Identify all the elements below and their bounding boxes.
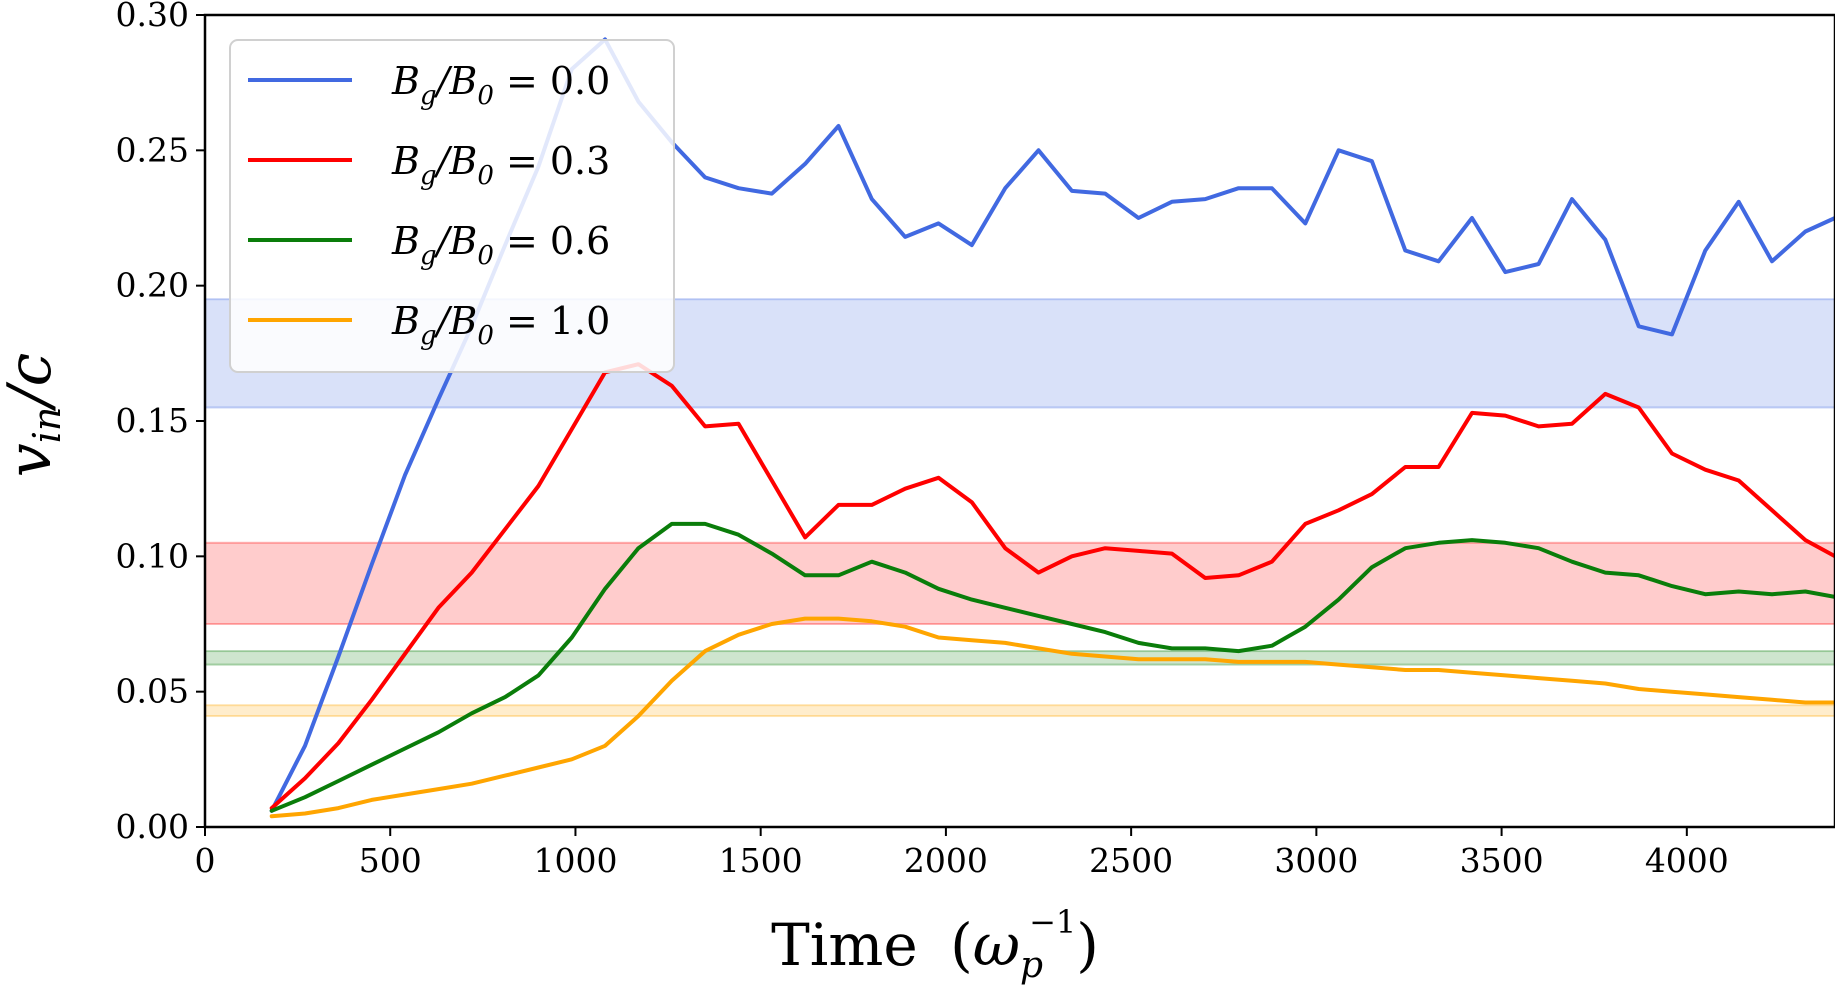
y-tick-label: 0.05	[116, 672, 189, 711]
x-tick-label: 1500	[719, 841, 803, 880]
y-axis-label-sub: in	[25, 407, 69, 444]
y-tick-label: 0.20	[116, 266, 189, 305]
band-2	[204, 650, 1835, 666]
x-axis-label-sup: −1	[1029, 903, 1076, 941]
y-tick-label: 0.10	[116, 536, 189, 575]
x-axis-label-omega: ω	[973, 911, 1020, 979]
x-axis-label-open: (	[950, 911, 973, 979]
x-tick-label: 2500	[1089, 841, 1173, 880]
x-tick-label: 3500	[1460, 841, 1544, 880]
legend-label-3: Bg/B0 = 1.0	[391, 299, 610, 351]
x-tick-label: 3000	[1274, 841, 1358, 880]
x-tick-label: 500	[359, 841, 422, 880]
legend-box	[229, 39, 675, 373]
series-line-1	[269, 362, 1835, 811]
y-axis-ticks: 0.00 0.05 0.10 0.15 0.20 0.25 0.30	[116, 0, 205, 846]
x-tick-label: 0	[195, 841, 216, 880]
x-tick-label: 4000	[1645, 841, 1729, 880]
y-tick-label: 0.00	[116, 807, 189, 846]
x-axis-label-sub: p	[1020, 945, 1043, 986]
x-axis-label-close: )	[1076, 911, 1099, 979]
y-tick-label: 0.30	[116, 0, 189, 34]
legend-label-2: Bg/B0 = 0.6	[391, 219, 610, 271]
band-3	[204, 704, 1835, 718]
legend-label-0: Bg/B0 = 0.0	[391, 59, 610, 111]
x-axis-ticks: 0 500 1000 1500 2000 2500 3000 3500 4000	[195, 827, 1729, 880]
x-axis-label-main: Time	[771, 911, 918, 979]
series-line-3	[269, 616, 1835, 819]
x-tick-label: 2000	[904, 841, 988, 880]
y-axis-label-rest: /c	[0, 353, 65, 412]
legend: Bg/B0 = 0.0 Bg/B0 = 0.3 Bg/B0 = 0.6 Bg/B0 =…	[229, 39, 675, 373]
y-axis-label-v: v	[0, 443, 65, 477]
x-tick-label: 1000	[533, 841, 617, 880]
series-line-2	[269, 521, 1835, 813]
x-axis-label: Time (ωp −1)	[771, 903, 1099, 986]
y-tick-label: 0.25	[116, 130, 189, 169]
legend-label-1: Bg/B0 = 0.3	[391, 139, 610, 191]
y-axis-label: vin/c	[0, 353, 69, 477]
y-tick-label: 0.15	[116, 401, 189, 440]
